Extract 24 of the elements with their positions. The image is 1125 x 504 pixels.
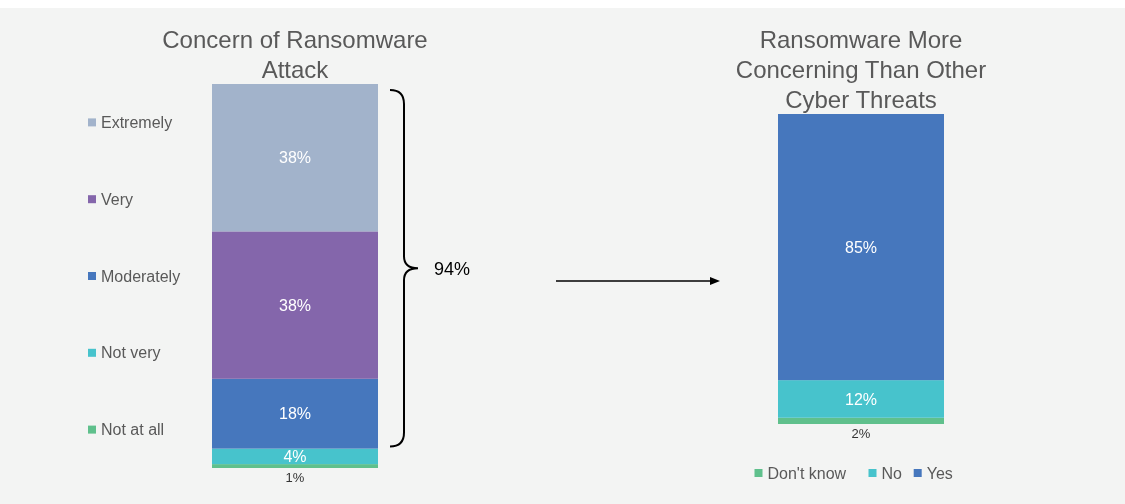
- data-label: 12%: [844, 390, 878, 408]
- legend-label: Extremely: [101, 114, 173, 131]
- legend-label: Don't know: [767, 464, 847, 482]
- legend-label: Not at all: [101, 421, 165, 439]
- text: 94%: [434, 258, 471, 279]
- data-label: 85%: [844, 238, 878, 256]
- bar: [212, 448, 378, 465]
- legend-label: Very: [101, 190, 134, 208]
- legend-label: Yes: [926, 464, 953, 482]
- chart-title: Concern of Ransomware Attack: [162, 26, 428, 83]
- data-label: 18%: [278, 405, 312, 423]
- bar: [212, 231, 378, 379]
- bar: [212, 464, 378, 468]
- data-label: 2%: [851, 425, 871, 441]
- chart-title: Ransomware More Concerning Than Other Cyber Threats: [735, 26, 987, 113]
- data-label: 1%: [285, 469, 305, 485]
- legend-label: Moderately: [101, 267, 181, 285]
- data-label: 38%: [278, 149, 312, 167]
- bar: [212, 378, 378, 449]
- legend-label: Not very: [101, 344, 161, 362]
- legend-label: No: [881, 464, 903, 482]
- data-label: 38%: [278, 296, 312, 314]
- data-label: 4%: [283, 447, 307, 465]
- bar: [212, 84, 378, 232]
